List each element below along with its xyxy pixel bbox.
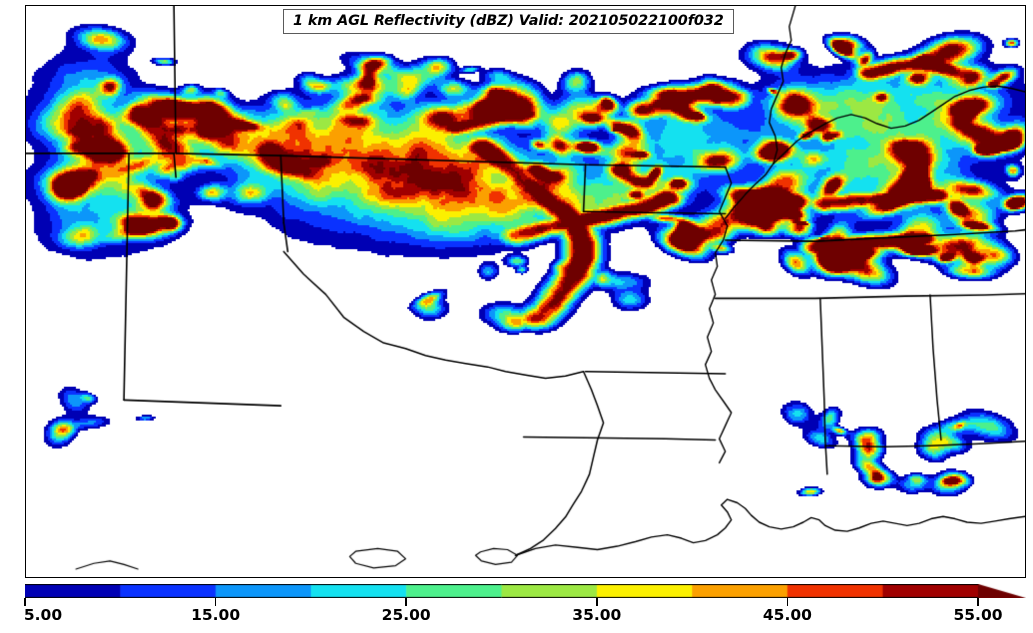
colorbar-tick xyxy=(24,598,26,606)
colorbar-tick-labels: 5.00 15.00 25.00 35.00 45.00 55.00 xyxy=(23,606,1026,632)
plot-title-box: 1 km AGL Reflectivity (dBZ) Valid: 20210… xyxy=(283,9,734,34)
colorbar-tick-label: 35.00 xyxy=(572,606,622,624)
colorbar-tick-label: 55.00 xyxy=(953,606,1003,624)
colorbar-tick xyxy=(977,598,979,606)
plot-title: 1 km AGL Reflectivity (dBZ) Valid: 20210… xyxy=(293,13,724,29)
map-axes xyxy=(25,5,1026,578)
colorbar-tick xyxy=(405,598,407,606)
colorbar-tick-label: 15.00 xyxy=(191,606,241,624)
colorbar-tick-label: 5.00 xyxy=(23,606,63,624)
colorbar: 5.00 15.00 25.00 35.00 45.00 55.00 xyxy=(23,584,1026,633)
colorbar-tick xyxy=(596,598,598,606)
colorbar-gradient xyxy=(25,584,1026,598)
colorbar-tick-label: 25.00 xyxy=(381,606,431,624)
geographic-boundaries xyxy=(26,6,1025,577)
colorbar-tick-label: 45.00 xyxy=(762,606,812,624)
colorbar-tick xyxy=(786,598,789,606)
colorbar-tick xyxy=(214,598,217,606)
colorbar-ticks xyxy=(24,598,1026,607)
